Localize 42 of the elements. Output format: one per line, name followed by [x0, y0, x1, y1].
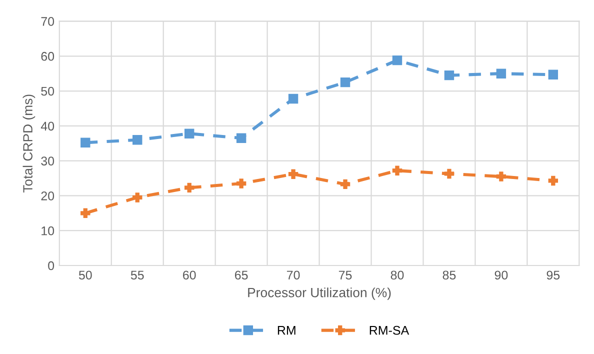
point	[392, 166, 402, 176]
point	[444, 168, 454, 179]
point	[392, 55, 402, 66]
legend-label: RM	[278, 326, 296, 335]
x-tick-label: 80	[390, 270, 404, 280]
y-tick-label: 40	[40, 122, 54, 131]
point	[340, 77, 350, 88]
y-tick-label: 60	[41, 52, 54, 61]
point	[132, 192, 142, 202]
point	[496, 68, 506, 78]
x-tick-label: 65	[234, 270, 248, 280]
point	[496, 172, 506, 182]
x-tick-label: 95	[546, 270, 560, 280]
point	[548, 176, 558, 186]
point	[184, 182, 194, 193]
legend-label: RM-SA	[370, 326, 410, 335]
point	[80, 208, 90, 218]
x-tick-label: 90	[494, 270, 508, 280]
x-tick-label: 75	[338, 270, 352, 280]
y-tick-label: 50	[41, 86, 54, 96]
x-axis-title: Processor Utilization (%)	[248, 288, 391, 300]
y-tick-label: 30	[41, 156, 54, 166]
x-tick-label: 50	[78, 270, 92, 280]
y-tick-label: 20	[41, 192, 54, 200]
point	[80, 138, 90, 148]
point	[288, 169, 298, 179]
point	[236, 178, 246, 188]
x-tick-label: 70	[286, 270, 300, 280]
y-tick-label: 0	[48, 261, 54, 270]
point	[340, 179, 350, 190]
point	[288, 94, 298, 104]
x-tick-label: 55	[130, 270, 144, 280]
x-tick-label: 60	[183, 270, 196, 280]
point	[548, 70, 558, 80]
y-tick-label: 10	[42, 226, 54, 236]
point	[444, 70, 454, 80]
point	[184, 128, 194, 138]
y-tick-label: 70	[41, 17, 54, 26]
x-tick-label: 85	[442, 270, 456, 280]
point	[132, 135, 142, 145]
y-axis-title: Total CRPD (ms)	[22, 94, 36, 193]
point	[236, 133, 246, 143]
